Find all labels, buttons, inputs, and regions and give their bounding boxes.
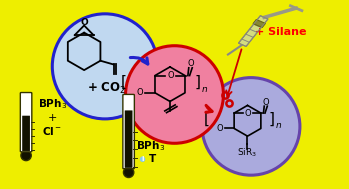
Text: ]: ]	[269, 112, 275, 127]
Text: T: T	[149, 154, 156, 164]
Text: O: O	[262, 98, 269, 107]
Polygon shape	[253, 19, 266, 28]
Text: O: O	[245, 108, 251, 118]
FancyBboxPatch shape	[123, 94, 134, 169]
Ellipse shape	[126, 46, 223, 143]
Ellipse shape	[52, 14, 158, 119]
Text: ]: ]	[194, 75, 200, 90]
Text: n: n	[275, 121, 281, 130]
Text: n: n	[201, 85, 207, 94]
Text: i: i	[141, 156, 144, 162]
Text: SiR$_3$: SiR$_3$	[237, 146, 258, 159]
Text: O: O	[80, 18, 88, 27]
Polygon shape	[238, 16, 268, 46]
Text: BPh$_3$: BPh$_3$	[38, 97, 67, 111]
Ellipse shape	[21, 150, 31, 161]
Text: BPh$_3$: BPh$_3$	[136, 139, 165, 153]
FancyBboxPatch shape	[125, 110, 133, 168]
FancyBboxPatch shape	[20, 93, 32, 152]
Text: [: [	[203, 112, 209, 127]
Text: Cl$^-$: Cl$^-$	[42, 125, 62, 137]
Text: +: +	[47, 113, 57, 123]
Text: + Silane: + Silane	[255, 27, 306, 37]
Ellipse shape	[124, 167, 134, 177]
Text: O: O	[167, 71, 174, 80]
Ellipse shape	[140, 157, 144, 161]
FancyBboxPatch shape	[22, 116, 30, 151]
Text: O: O	[187, 59, 194, 68]
Text: O: O	[136, 88, 143, 97]
Ellipse shape	[202, 78, 300, 175]
Text: O: O	[217, 124, 224, 133]
Text: [: [	[121, 75, 127, 90]
Text: + CO$_2$: + CO$_2$	[87, 81, 126, 96]
